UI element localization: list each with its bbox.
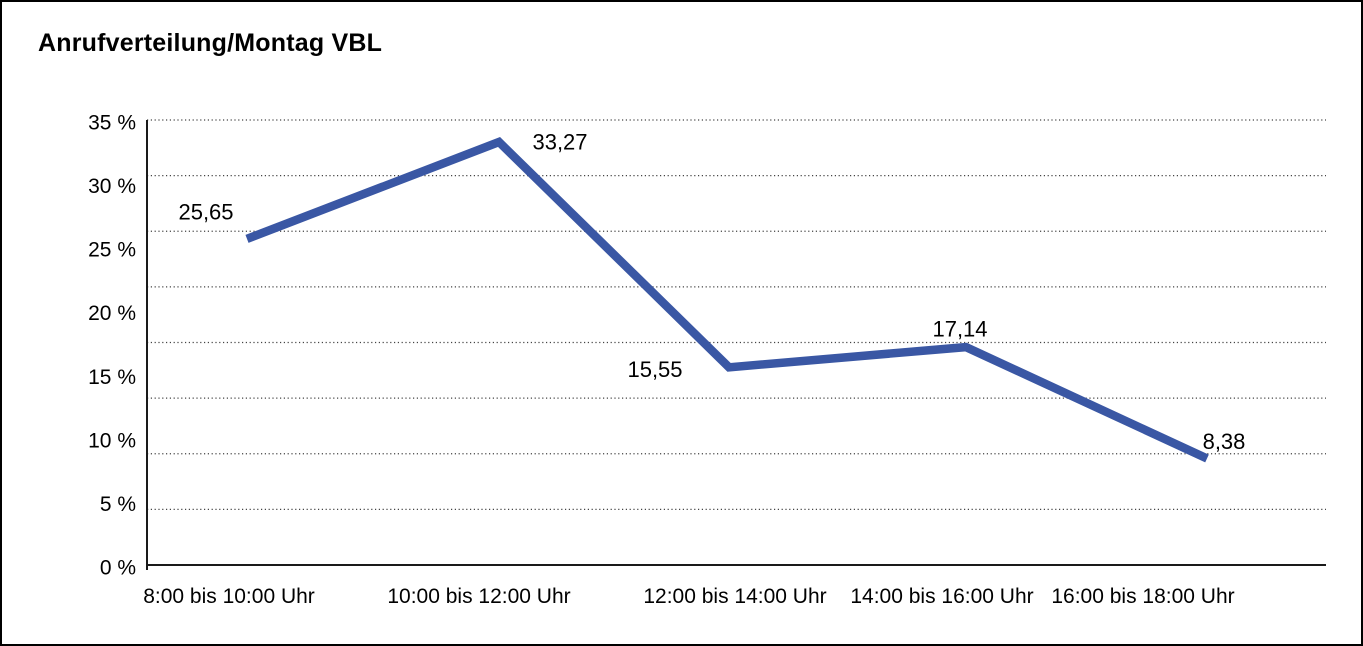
x-axis-category-label: 10:00 bis 12:00 Uhr (387, 585, 570, 608)
y-axis-tick-label: 25 % (88, 239, 136, 262)
data-point-label: 33,27 (532, 129, 587, 154)
x-axis-category-label: 16:00 bis 18:00 Uhr (1051, 585, 1234, 608)
x-axis-category-label: 12:00 bis 14:00 Uhr (643, 585, 826, 608)
y-axis-tick-label: 20 % (88, 302, 136, 325)
data-series-line (245, 137, 1209, 463)
y-axis-tick-label: 0 % (100, 557, 136, 580)
y-axis-tick-label: 15 % (88, 366, 136, 389)
y-axis-tick-label: 30 % (88, 175, 136, 198)
data-point-label: 15,55 (627, 357, 682, 382)
y-axis-tick-label: 10 % (88, 429, 136, 452)
x-axis-category-label: 14:00 bis 16:00 Uhr (850, 585, 1033, 608)
y-axis-tick-label: 5 % (100, 493, 136, 516)
y-axis-tick-label: 35 % (88, 112, 136, 135)
data-point-label: 8,38 (1203, 429, 1246, 454)
x-axis-category-label: 8:00 bis 10:00 Uhr (143, 585, 315, 608)
data-point-label: 25,65 (178, 199, 233, 224)
data-point-label: 17,14 (932, 317, 987, 342)
chart-title: Anrufverteilung/Montag VBL (38, 29, 383, 57)
